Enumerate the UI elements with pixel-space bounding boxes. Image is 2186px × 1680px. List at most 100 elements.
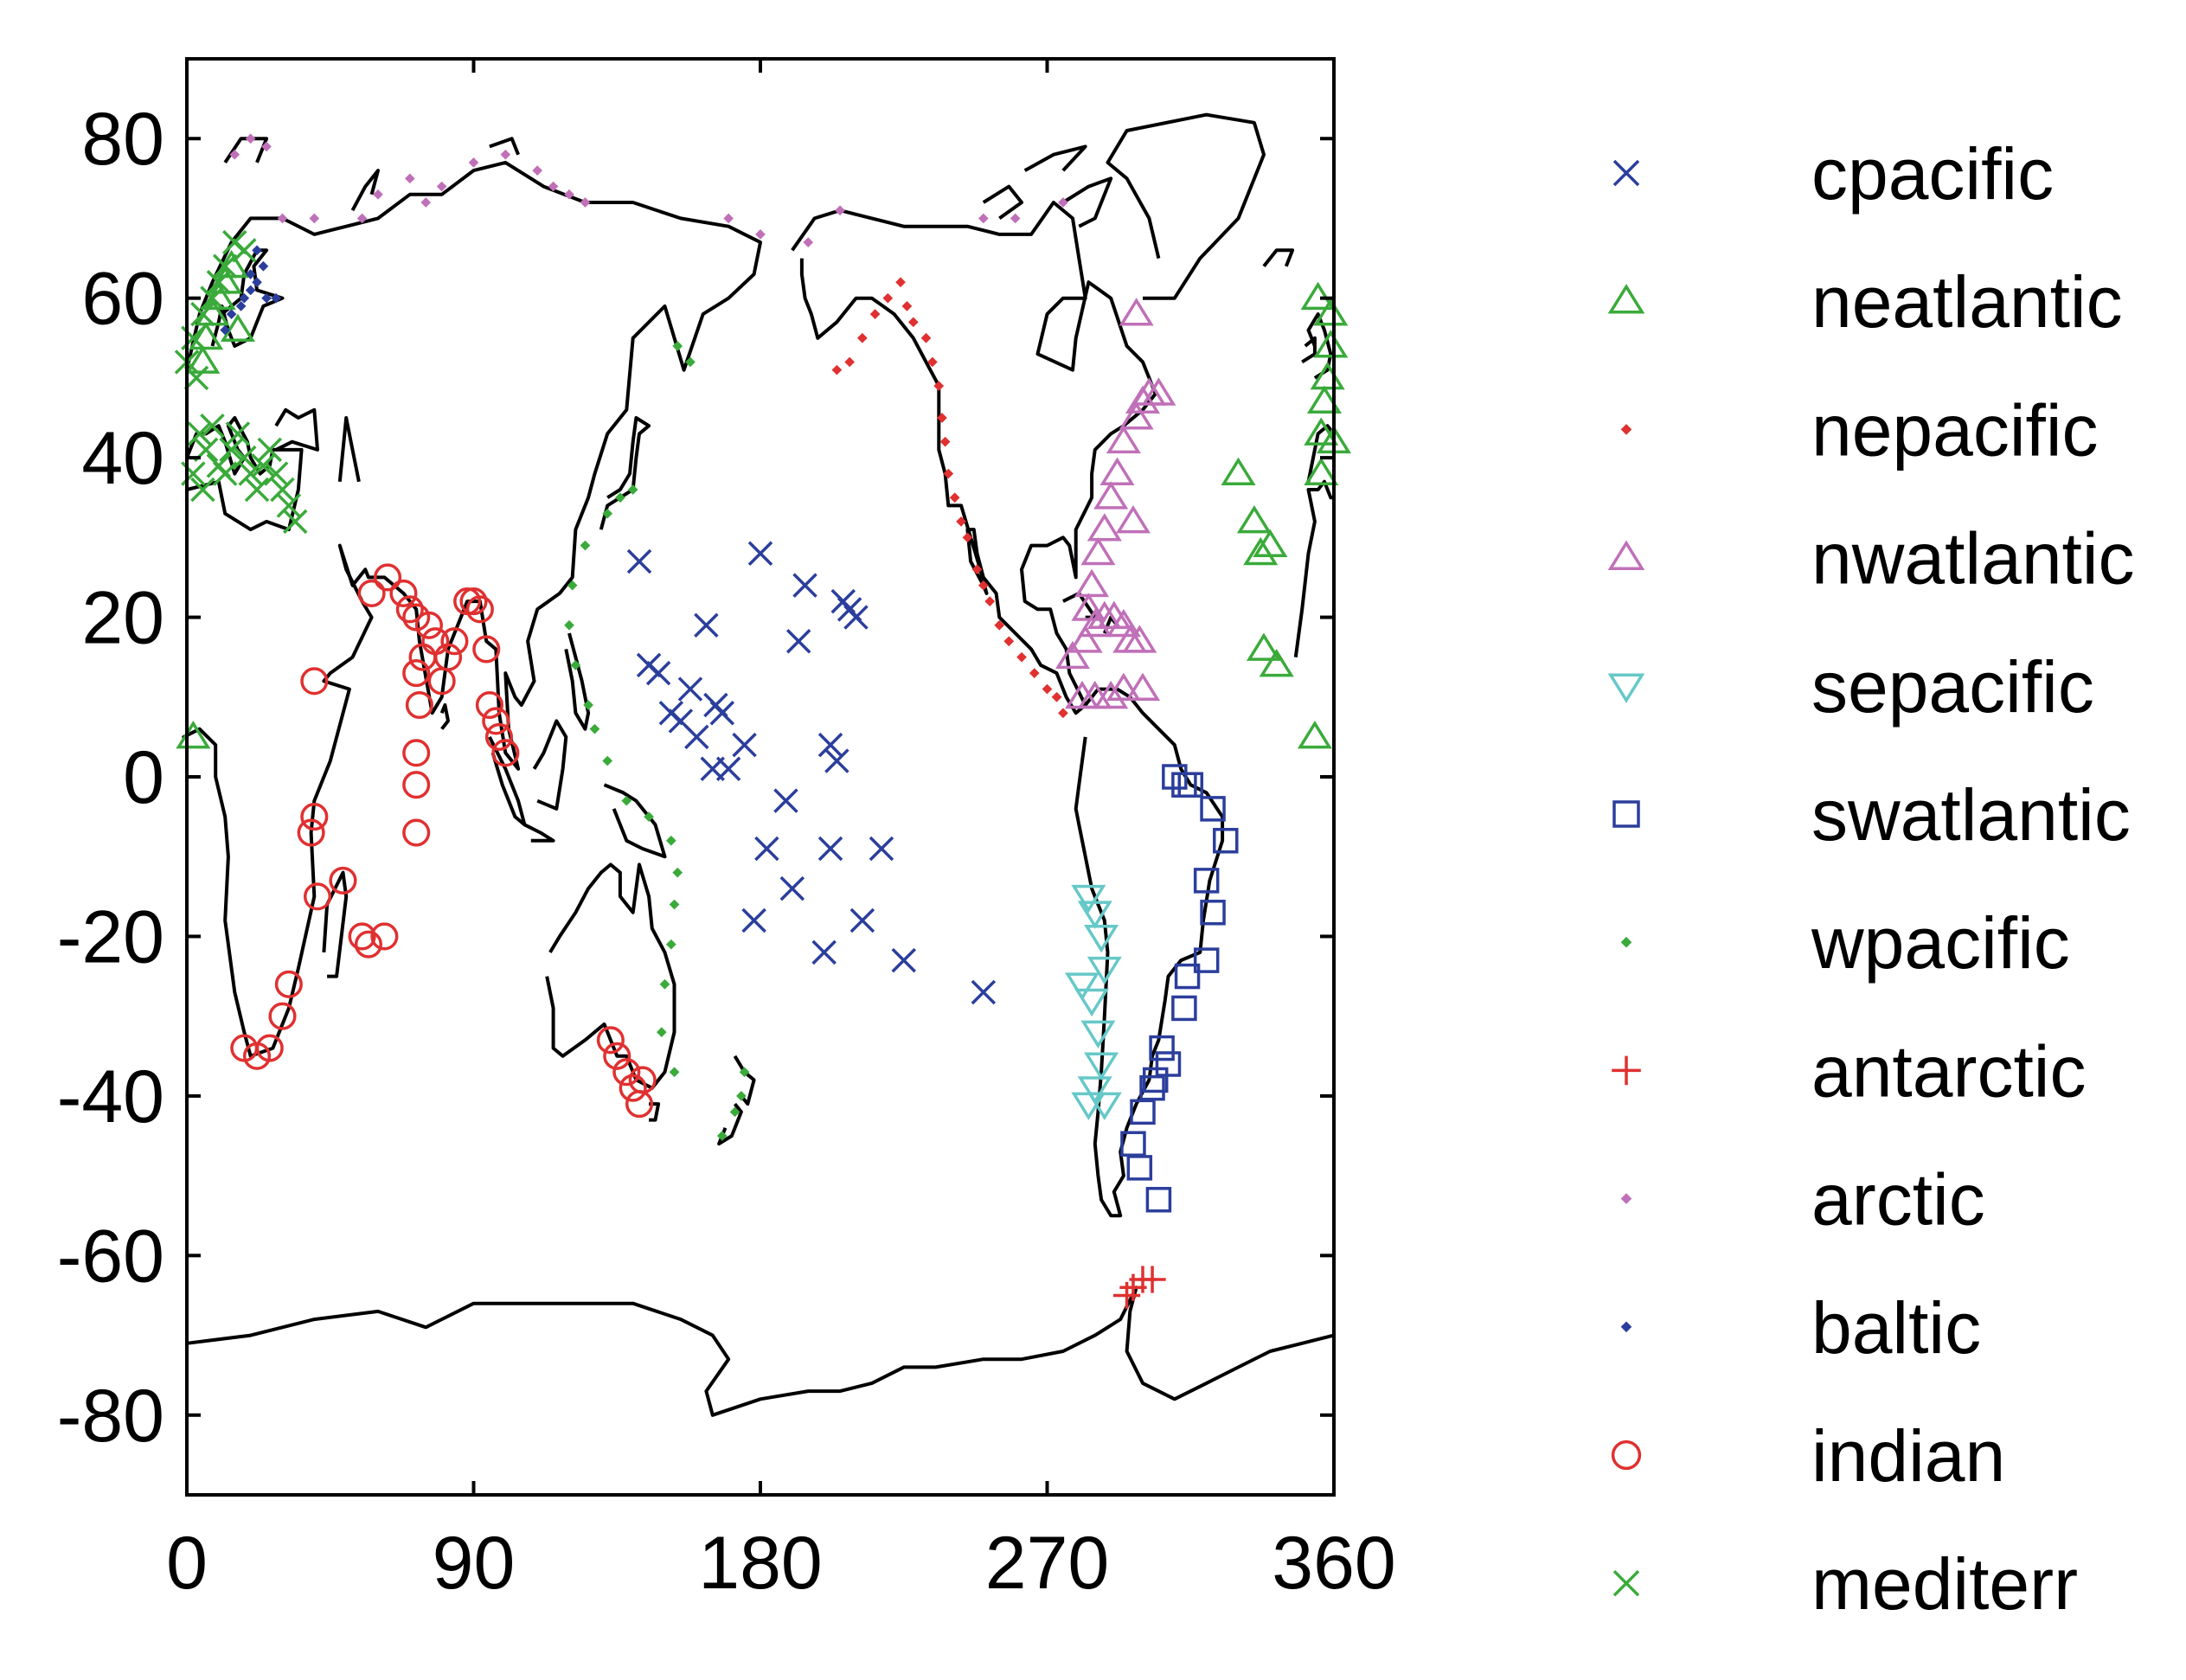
data-point-arctic [246, 133, 256, 144]
data-point-swatlantic [1215, 830, 1237, 852]
data-point-nepacific [895, 277, 906, 287]
legend-item-sepacific: sepacific [1611, 646, 2094, 728]
data-point-cpacific [755, 837, 778, 860]
data-point-neatlantic [1300, 723, 1330, 747]
y-tick-label: -20 [57, 895, 164, 978]
data-point-nwatlantic [1084, 540, 1113, 563]
data-point-cpacific [972, 981, 995, 1004]
data-point-indian [404, 820, 429, 845]
x-tick-label: 90 [433, 1522, 516, 1605]
data-point-indian [359, 581, 384, 606]
data-point-nepacific [1029, 668, 1040, 678]
data-point-wpacific [564, 620, 574, 631]
data-point-cpacific [794, 574, 817, 597]
data-point-nepacific [882, 293, 893, 304]
data-point-cpacific [749, 542, 772, 565]
legend-item-mediterr: mediterr [1614, 1543, 2078, 1625]
coastline-segment-21 [1025, 146, 1086, 170]
data-point-wpacific [670, 1067, 680, 1077]
data-point-arctic [405, 173, 415, 183]
legend-item-nepacific: nepacific [1621, 389, 2099, 471]
data-point-wpacific [666, 939, 676, 950]
legend-item-antarctic: antarctic [1612, 1030, 2086, 1112]
data-point-cpacific [743, 909, 766, 932]
data-point-wpacific [666, 836, 676, 846]
data-point-neatlantic [1240, 508, 1269, 531]
data-point-cpacific [717, 758, 740, 780]
coastline-segment-22 [1264, 250, 1292, 266]
data-point-nwatlantic [1077, 572, 1106, 595]
data-point-sepacific [1084, 1022, 1113, 1045]
legend-label-nwatlantic: nwatlantic [1811, 518, 2135, 600]
coastline-segment-0 [183, 163, 760, 1056]
legend-item-swatlantic: swatlantic [1614, 774, 2131, 856]
data-point-nwatlantic [1090, 516, 1119, 540]
data-point-indian [305, 884, 330, 909]
data-point-nepacific [1052, 692, 1062, 702]
legend-label-arctic: arctic [1811, 1159, 1985, 1241]
data-point-cpacific [647, 662, 670, 684]
data-point-swatlantic [1147, 1189, 1170, 1211]
coastline-segment-12 [566, 633, 588, 729]
legend-item-baltic: baltic [1621, 1287, 1981, 1369]
data-point-arctic [309, 214, 319, 224]
coastline-segment-2 [276, 410, 317, 450]
data-point-cpacific [870, 837, 893, 860]
y-tick-label: 20 [81, 577, 164, 660]
data-point-cpacific [628, 550, 651, 573]
legend-marker-nepacific [1621, 424, 1632, 435]
data-point-cpacific [695, 614, 717, 637]
data-point-indian [404, 773, 429, 798]
data-point-wpacific [670, 900, 680, 910]
x-tick-label: 270 [985, 1522, 1110, 1605]
legend-item-arctic: arctic [1621, 1159, 1985, 1241]
data-point-cpacific [781, 877, 804, 900]
data-point-cpacific [679, 678, 702, 701]
data-point-arctic [580, 197, 591, 208]
data-point-indian [277, 971, 302, 997]
y-tick-label: -60 [57, 1215, 164, 1298]
series-wpacific [564, 341, 749, 1141]
legend-label-antarctic: antarctic [1811, 1030, 2086, 1112]
data-point-arctic [723, 214, 734, 224]
y-tick-label: 60 [81, 258, 164, 341]
data-point-nepacific [908, 317, 919, 327]
legend-marker-baltic [1621, 1322, 1632, 1333]
data-point-indian [484, 709, 509, 734]
data-point-arctic [803, 237, 813, 247]
coastline-segment-24 [1302, 338, 1315, 362]
coastline-segment-25 [225, 138, 266, 163]
data-point-sepacific [1080, 1078, 1110, 1101]
y-tick-label: 40 [81, 417, 164, 500]
data-point-arctic [755, 229, 766, 240]
legend-item-nwatlantic: nwatlantic [1611, 518, 2135, 600]
series-neatlantic [178, 253, 1348, 747]
data-point-nepacific [857, 333, 868, 343]
legend-marker-antarctic [1612, 1056, 1641, 1086]
coastline-segment-31 [187, 1287, 1334, 1415]
coastline-segment-33 [1296, 482, 1334, 657]
legend-label-indian: indian [1811, 1415, 2005, 1497]
legend-item-cpacific: cpacific [1614, 133, 2054, 215]
coastline-segment-8 [535, 721, 567, 809]
y-tick-label: 80 [81, 98, 164, 181]
coastline-map [183, 115, 1334, 1415]
data-point-nepacific [950, 492, 960, 503]
coastline-segment-10 [524, 824, 553, 841]
data-point-arctic [420, 197, 431, 208]
data-markers [176, 133, 1349, 1309]
legend-marker-wpacific [1621, 937, 1632, 948]
legend-item-neatlantic: neatlantic [1611, 261, 2123, 343]
y-axis-tick-labels: 80 60 40 20 0 -20 -40 -60 -80 [57, 98, 164, 1458]
data-point-wpacific [590, 724, 600, 734]
legend-marker-mediterr [1614, 1571, 1638, 1595]
data-point-swatlantic [1196, 869, 1218, 892]
coastline-segment-11 [605, 785, 665, 856]
legend-marker-cpacific [1614, 161, 1638, 185]
data-point-arctic [373, 189, 383, 200]
data-point-wpacific [602, 756, 612, 766]
legend-marker-sepacific [1611, 675, 1642, 700]
x-tick-label: 0 [166, 1522, 208, 1605]
data-point-indian [356, 932, 381, 957]
legend-label-swatlantic: swatlantic [1811, 774, 2131, 856]
